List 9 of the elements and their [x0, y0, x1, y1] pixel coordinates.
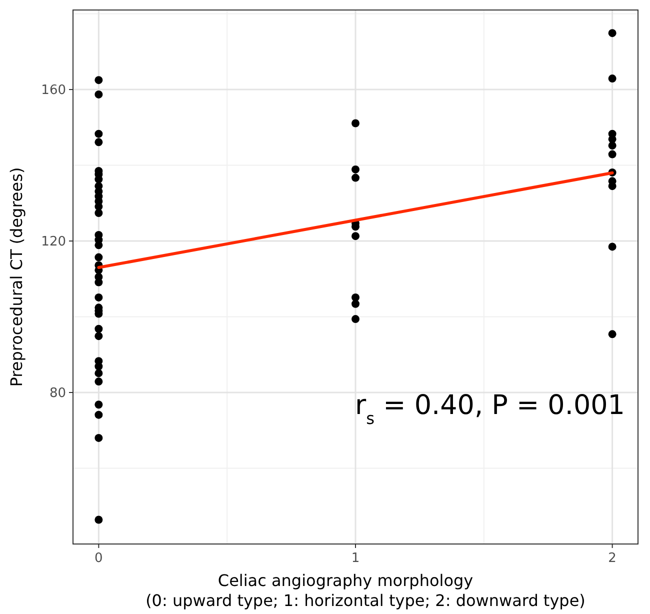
y-tick-label: 160	[41, 83, 66, 98]
annotation: r$_{s}$ = 0.40, P = 0.001	[355, 390, 625, 428]
y-tick-label: 80	[49, 386, 66, 402]
x-tick-label: 1	[351, 551, 360, 566]
x-tick-label: 0	[94, 551, 103, 566]
y-axis-title: Preprocedural CT (degrees)	[7, 167, 26, 387]
x-tick-label: 2	[608, 551, 616, 566]
x-axis-title: Celiac angiography morphology (0: upward type; 1: horizontal type; 2: downward type)	[146, 571, 586, 610]
y-tick-label: 120	[41, 234, 66, 250]
